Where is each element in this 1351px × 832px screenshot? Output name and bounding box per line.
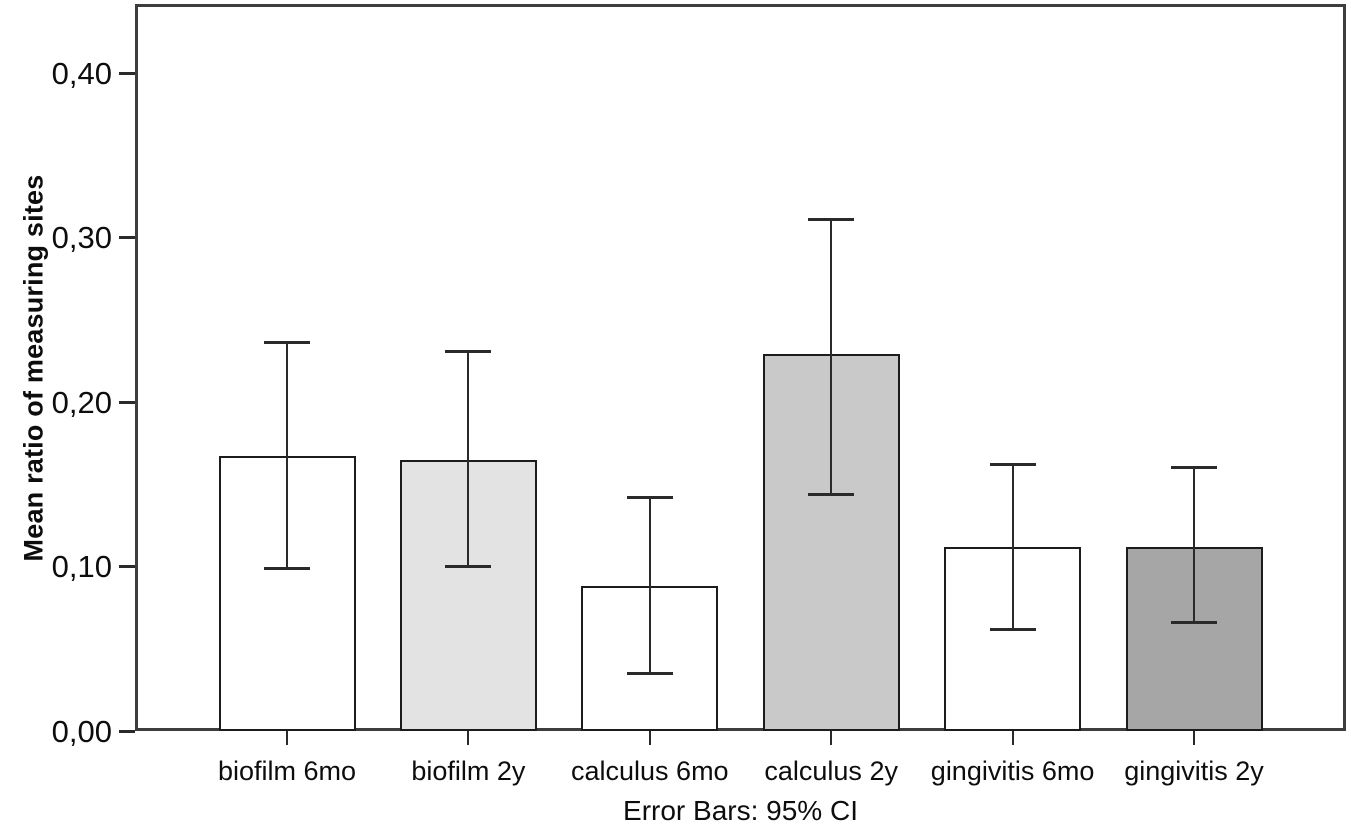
y-axis-title: Mean ratio of measuring sites: [18, 174, 49, 562]
x-axis-label-calculus-6mo: calculus 6mo: [571, 756, 729, 786]
error-bar-whisker-calculus-6mo: [648, 497, 651, 674]
y-axis-tick-label: 0,10: [51, 549, 112, 585]
x-axis-label-calculus-2y: calculus 2y: [764, 756, 898, 786]
x-axis-tick-gingivitis-6mo: [1011, 731, 1014, 745]
error-bar-whisker-biofilm-2y: [467, 351, 470, 567]
error-bar-cap-bottom-gingivitis-2y: [1171, 620, 1217, 624]
y-axis-tick-label: 0,00: [51, 713, 112, 749]
x-axis-tick-gingivitis-2y: [1193, 731, 1195, 745]
x-axis-tick-calculus-2y: [830, 731, 833, 745]
error-bar-cap-bottom-calculus-6mo: [626, 671, 673, 675]
error-bar-whisker-calculus-2y: [830, 219, 833, 495]
x-axis-tick-biofilm-6mo: [286, 731, 288, 745]
x-axis-tick-calculus-6mo: [648, 731, 651, 745]
error-bar-cap-bottom-calculus-2y: [808, 492, 855, 496]
x-axis-label-gingivitis-6mo: gingivitis 6mo: [930, 756, 1095, 786]
error-bar-cap-top-biofilm-2y: [445, 349, 492, 353]
error-bar-cap-bottom-biofilm-6mo: [264, 566, 310, 570]
y-axis-tick-0,00: [119, 729, 135, 733]
error-bar-whisker-gingivitis-6mo: [1011, 464, 1014, 629]
x-axis-label-biofilm-6mo: biofilm 6mo: [217, 756, 357, 786]
y-axis-tick-0,40: [119, 71, 135, 75]
x-axis-label-gingivitis-2y: gingivitis 2y: [1124, 756, 1264, 786]
error-bar-cap-top-calculus-6mo: [626, 495, 673, 499]
error-bar-cap-top-gingivitis-2y: [1171, 466, 1217, 470]
y-axis-tick-label: 0,30: [51, 220, 112, 256]
error-bar-whisker-biofilm-6mo: [286, 342, 288, 569]
x-axis-label-biofilm-2y: biofilm 2y: [411, 756, 526, 786]
y-axis-tick-label: 0,20: [51, 384, 112, 420]
y-axis-tick-0,30: [119, 236, 135, 240]
x-axis-tick-biofilm-2y: [467, 731, 470, 745]
error-bars-caption: Error Bars: 95% CI: [623, 795, 858, 826]
error-bar-cap-bottom-biofilm-2y: [445, 565, 492, 569]
y-axis-tick-label: 0,40: [51, 55, 112, 91]
error-bar-cap-top-biofilm-6mo: [264, 341, 310, 345]
y-axis-tick-0,20: [119, 400, 135, 404]
error-bar-cap-top-gingivitis-6mo: [989, 463, 1036, 467]
error-bar-whisker-gingivitis-2y: [1193, 467, 1195, 623]
error-bar-cap-bottom-gingivitis-6mo: [989, 627, 1036, 631]
error-bar-cap-top-calculus-2y: [808, 217, 855, 221]
y-axis-tick-0,10: [119, 565, 135, 569]
